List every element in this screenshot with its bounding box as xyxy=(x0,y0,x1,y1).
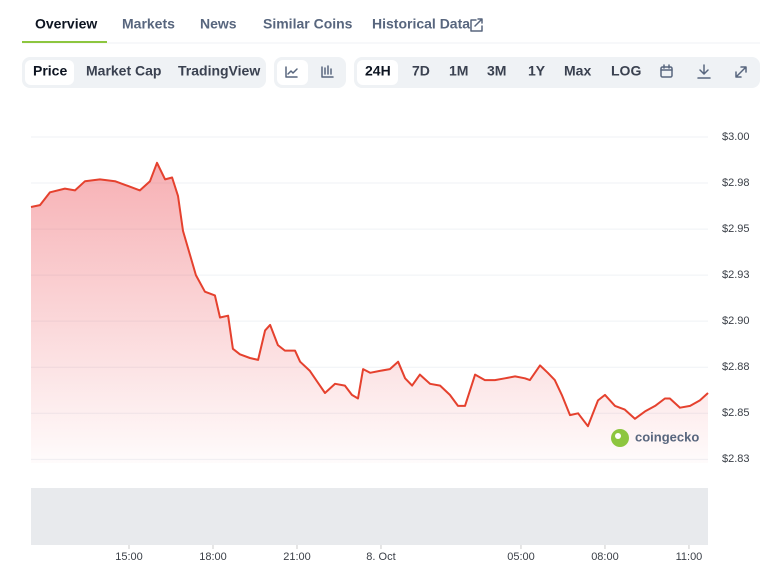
y-tick-label: $2.95 xyxy=(722,223,750,235)
tab[interactable]: Similar Coins xyxy=(263,16,353,32)
range-button[interactable]: Max xyxy=(564,63,591,79)
x-tick-label: 05:00 xyxy=(507,551,535,563)
tab[interactable]: Markets xyxy=(122,16,175,32)
logo-eye xyxy=(615,433,621,439)
x-tick-label: 15:00 xyxy=(115,551,143,563)
x-tick-label: 8. Oct xyxy=(366,551,395,563)
volume-band xyxy=(31,488,708,545)
candle-icon[interactable] xyxy=(321,65,334,78)
chart-tab[interactable]: Market Cap xyxy=(86,63,161,79)
price-line xyxy=(30,161,709,428)
range-button[interactable]: 3M xyxy=(487,63,506,79)
x-tick-label: 11:00 xyxy=(676,551,703,563)
active-button xyxy=(357,60,398,85)
plot: $3.00 $2.98 $2.95 $2.93 $2.90 $2.88 $2.85 $2.83… xyxy=(30,131,750,563)
line-icon xyxy=(285,66,298,78)
y-tick-label: $2.83 xyxy=(722,453,750,465)
range-button[interactable]: LOG xyxy=(611,63,641,79)
active-button xyxy=(25,60,74,85)
range-button[interactable]: 24H xyxy=(365,63,391,79)
y-tick-label: $2.98 xyxy=(722,177,750,189)
chart-tab[interactable]: TradingView xyxy=(178,63,260,79)
y-tick-label: $3.00 xyxy=(722,131,750,143)
range-button[interactable]: 7D xyxy=(412,63,430,79)
chart-tab[interactable]: Price xyxy=(33,63,67,79)
range-button[interactable]: 1Y xyxy=(528,63,546,79)
external-link-icon xyxy=(470,18,483,32)
x-tick-label: 08:00 xyxy=(591,551,619,563)
y-tick-label: $2.90 xyxy=(722,315,750,327)
watermark: coingecko xyxy=(635,429,699,444)
y-tick-label: $2.93 xyxy=(722,269,750,281)
calendar-icon[interactable] xyxy=(660,64,673,78)
y-tick-label: $2.88 xyxy=(722,361,750,373)
tab[interactable]: News xyxy=(200,16,237,32)
range-group xyxy=(354,57,760,88)
x-tick-label: 21:00 xyxy=(283,551,311,563)
tab[interactable]: Historical Data xyxy=(372,16,470,32)
x-tick-label: 18:00 xyxy=(199,551,227,563)
download-icon[interactable] xyxy=(697,64,711,79)
expand-icon[interactable] xyxy=(735,66,747,78)
range-button[interactable]: 1M xyxy=(449,63,468,79)
y-tick-label: $2.85 xyxy=(722,407,750,419)
tab[interactable]: Overview xyxy=(35,16,97,32)
area xyxy=(31,162,708,464)
chart-type-group xyxy=(22,57,266,88)
